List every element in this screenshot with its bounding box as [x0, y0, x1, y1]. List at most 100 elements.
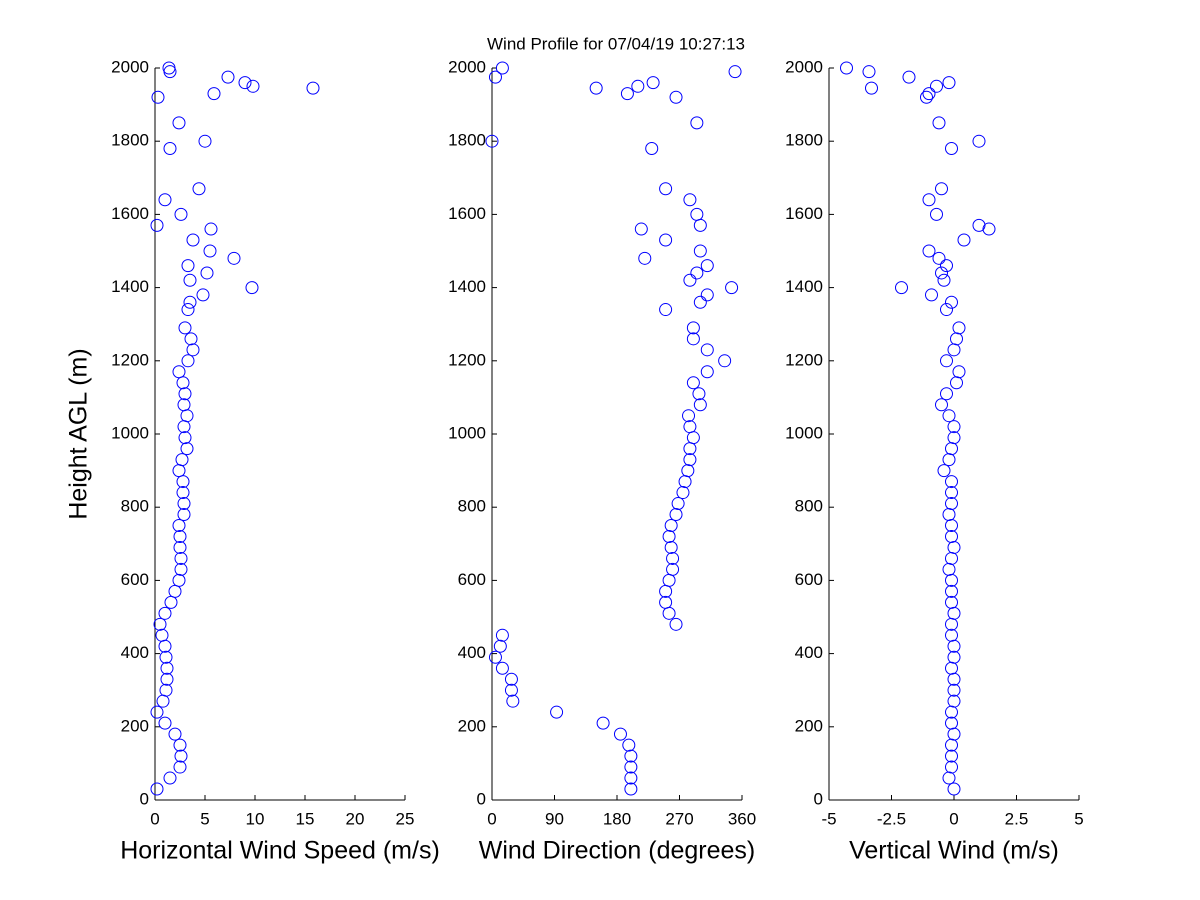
data-point: [158, 639, 172, 653]
data-point: [638, 251, 652, 265]
data-point: [645, 142, 659, 156]
data-point: [151, 90, 165, 104]
data-point: [693, 398, 707, 412]
data-point: [957, 233, 971, 247]
data-point: [155, 628, 169, 642]
y-tick-label: 800: [458, 497, 486, 516]
y-tick-label: 1800: [448, 131, 486, 150]
data-point: [686, 321, 700, 335]
data-point: [947, 540, 961, 554]
data-point: [922, 193, 936, 207]
data-point: [690, 266, 704, 280]
data-point: [945, 749, 958, 763]
x-tick-label: 20: [346, 809, 365, 828]
y-tick-label: 600: [458, 570, 486, 589]
data-point: [550, 705, 564, 719]
data-point: [203, 244, 217, 258]
x-tick-label: 270: [665, 809, 693, 828]
data-point: [659, 303, 673, 317]
data-point: [945, 584, 958, 598]
data-point: [173, 760, 187, 774]
y-axis-label: Height AGL (m): [65, 348, 93, 519]
data-point: [204, 222, 218, 236]
y-tick-label: 0: [140, 789, 149, 808]
y-tick-label: 1600: [448, 204, 486, 223]
data-point: [150, 705, 164, 719]
data-point: [176, 486, 190, 500]
data-point: [945, 142, 958, 156]
data-point: [631, 79, 645, 93]
data-point: [942, 562, 956, 576]
data-point: [683, 442, 697, 456]
data-point: [488, 70, 502, 84]
data-point: [306, 81, 320, 95]
data-point: [669, 617, 683, 631]
data-point: [840, 61, 853, 75]
data-point: [172, 365, 186, 379]
data-point: [180, 409, 194, 423]
data-point: [180, 442, 194, 456]
y-tick-label: 1400: [111, 277, 149, 296]
data-point: [700, 288, 714, 302]
x-tick-label: 5: [1074, 809, 1083, 828]
data-point: [666, 562, 680, 576]
data-point: [686, 332, 700, 346]
data-point: [504, 683, 518, 697]
data-point: [168, 584, 182, 598]
data-point: [692, 387, 706, 401]
data-point: [181, 354, 195, 368]
y-tick-label: 600: [795, 570, 823, 589]
data-point: [945, 661, 958, 675]
y-tick-label: 1800: [111, 131, 149, 150]
data-point: [176, 376, 190, 390]
y-tick-label: 1000: [785, 423, 823, 442]
data-point: [662, 529, 676, 543]
data-point: [493, 639, 507, 653]
data-point: [902, 70, 916, 84]
data-point: [174, 749, 188, 763]
data-point: [177, 420, 191, 434]
data-point: [725, 281, 739, 295]
y-tick-label: 400: [795, 643, 823, 662]
data-point: [942, 771, 956, 785]
data-point: [485, 134, 499, 148]
data-point: [664, 540, 678, 554]
data-point: [183, 273, 197, 287]
data-point: [690, 207, 704, 221]
y-tick-label: 400: [458, 643, 486, 662]
data-point: [150, 218, 164, 232]
x-tick-label: -5: [821, 809, 836, 828]
x-tick-label: 90: [545, 809, 564, 828]
data-point: [686, 376, 700, 390]
y-tick-label: 1400: [448, 277, 486, 296]
data-point: [920, 90, 933, 104]
x-tick-label: 0: [150, 809, 159, 828]
data-point: [196, 288, 210, 302]
data-point: [683, 453, 697, 467]
data-point: [227, 251, 241, 265]
data-point: [613, 727, 627, 741]
x-axis-label: Wind Direction (degrees): [479, 837, 756, 865]
figure-title: Wind Profile for 07/04/19 10:27:13: [487, 34, 745, 53]
y-tick-label: 2000: [448, 57, 486, 76]
data-point: [666, 551, 680, 565]
data-point: [164, 595, 178, 609]
data-point: [945, 573, 958, 587]
data-point: [940, 303, 953, 317]
data-point: [173, 738, 187, 752]
data-point: [183, 295, 197, 309]
data-point: [693, 244, 707, 258]
data-point: [181, 259, 195, 273]
data-point: [184, 332, 198, 346]
data-point: [942, 409, 956, 423]
data-point: [245, 281, 259, 295]
data-point: [678, 475, 692, 489]
x-tick-label: 180: [603, 809, 631, 828]
data-point: [495, 61, 509, 75]
data-point: [495, 661, 509, 675]
y-tick-label: 1600: [111, 204, 149, 223]
data-point: [495, 628, 509, 642]
data-point: [671, 497, 685, 511]
y-tick-label: 800: [121, 497, 149, 516]
data-point: [181, 303, 195, 317]
